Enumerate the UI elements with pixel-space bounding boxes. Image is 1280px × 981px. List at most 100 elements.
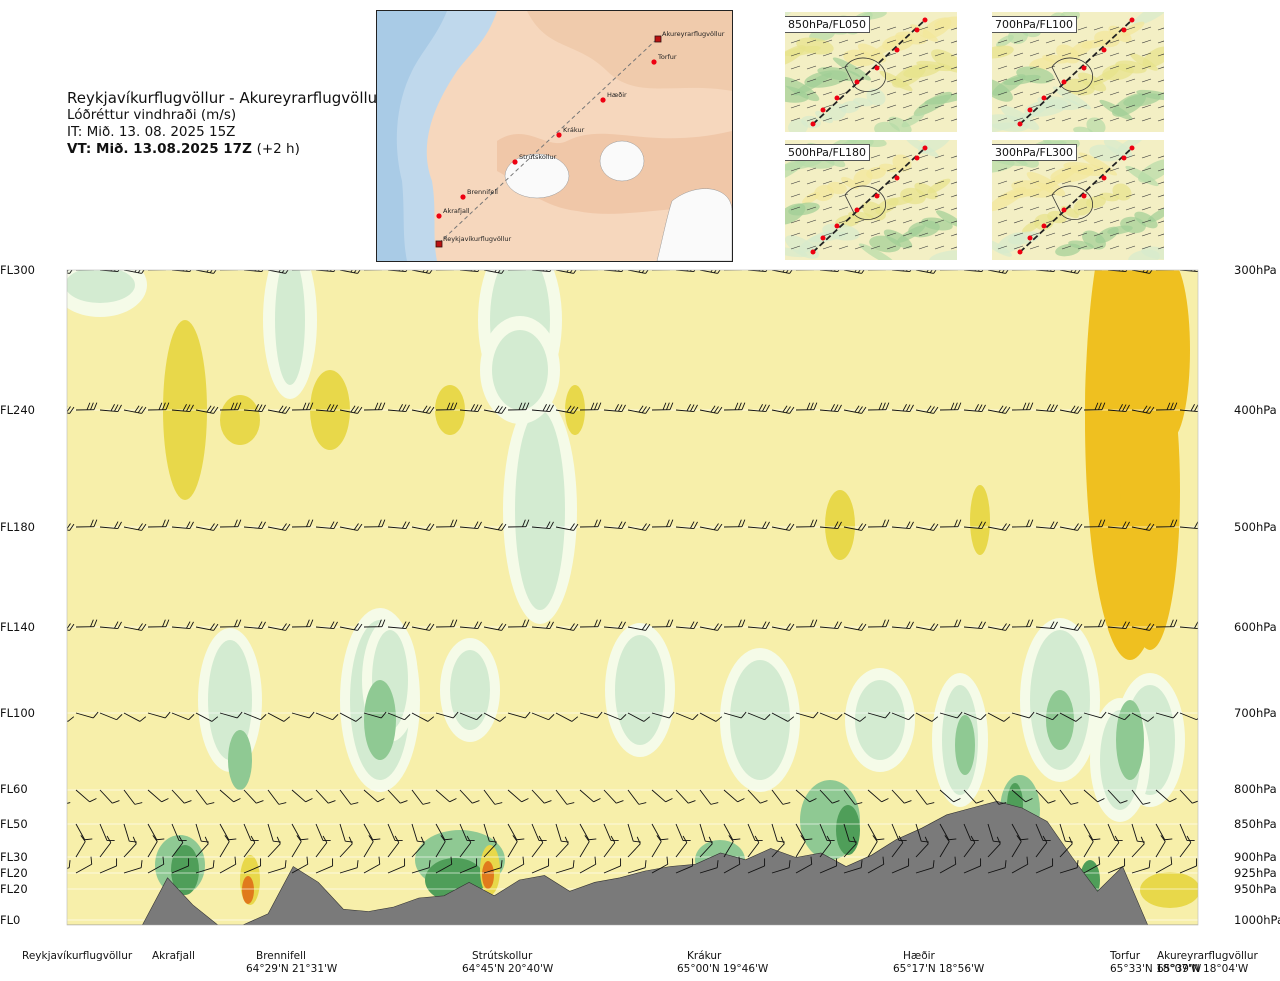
wind-barb <box>555 405 579 414</box>
wind-barb <box>963 712 987 721</box>
wind-barb <box>1035 823 1051 842</box>
y-axis-fl-label: FL240 <box>0 403 35 417</box>
wind-barb <box>603 789 624 804</box>
wind-barb <box>267 789 287 805</box>
cross-section-chart <box>66 269 1199 926</box>
wind-barb <box>459 621 482 630</box>
wind-barb <box>699 405 723 414</box>
wind-barb <box>939 856 957 874</box>
wind-barb <box>1011 789 1033 803</box>
wind-barb <box>939 823 957 841</box>
wind-barbs <box>67 270 1198 874</box>
wind-barb <box>1083 856 1101 874</box>
wind-barb <box>507 835 518 858</box>
wind-barb <box>1179 858 1198 874</box>
wind-barb <box>867 519 890 528</box>
wind-barb <box>171 712 195 721</box>
wind-barb <box>171 858 190 874</box>
wind-barb <box>699 789 719 805</box>
wind-barb <box>1107 858 1126 874</box>
wind-barb <box>1035 270 1058 273</box>
wind-barb <box>1011 835 1022 858</box>
wind-barb <box>219 619 242 628</box>
wind-barb <box>387 835 400 858</box>
wind-barb <box>99 789 120 804</box>
wind-barb <box>195 523 219 531</box>
wind-barb <box>771 523 795 531</box>
wind-barb <box>963 823 979 842</box>
map-waypoint-marker <box>556 132 562 138</box>
wind-barb <box>795 835 806 858</box>
y-axis-pressure-label: 400hPa <box>1234 403 1277 417</box>
wind-barb <box>315 835 328 858</box>
wind-barb <box>315 521 338 530</box>
wind-barb <box>867 823 885 841</box>
wind-barb <box>627 712 651 722</box>
wind-barb <box>363 856 381 874</box>
wind-barb <box>411 405 435 414</box>
wind-barb <box>1131 623 1155 631</box>
wind-barb <box>291 856 309 874</box>
wind-barb <box>195 712 219 722</box>
wind-barb <box>75 856 93 874</box>
wind-barb <box>939 519 962 528</box>
wind-barb <box>291 711 315 719</box>
wind-barb <box>1155 402 1178 411</box>
wind-barb <box>963 270 986 273</box>
wind-barb <box>795 789 817 803</box>
wind-barb <box>1179 270 1198 273</box>
map-waypoint-label: Reykjavíkurflugvöllur <box>443 235 512 243</box>
y-axis-fl-label: FL300 <box>0 263 35 277</box>
wind-barb <box>579 856 597 874</box>
wind-barb <box>987 860 1007 874</box>
wind-barb <box>387 621 410 630</box>
map-waypoint-label: Brennifell <box>467 188 498 196</box>
wind-barb <box>771 623 795 631</box>
wind-barb <box>579 835 590 858</box>
wind-barb <box>795 270 815 271</box>
wind-barb <box>579 270 599 271</box>
wind-barb <box>75 823 93 841</box>
wind-barb <box>339 860 359 874</box>
wind-barb <box>987 405 1011 414</box>
wind-barb <box>171 621 194 630</box>
wind-barb <box>1131 712 1155 722</box>
wind-barb <box>75 711 99 719</box>
wind-barb <box>1083 619 1106 628</box>
wind-barb <box>579 519 602 528</box>
panel-300hpa-label: 300hPa/FL300 <box>992 144 1078 161</box>
wind-barb <box>1035 521 1058 530</box>
y-axis-pressure-label: 500hPa <box>1234 520 1277 534</box>
wind-barb <box>1107 270 1130 273</box>
wind-barb <box>75 519 98 528</box>
wind-barb <box>747 404 770 413</box>
wind-barb <box>795 519 818 528</box>
wind-barb <box>99 835 112 858</box>
issue-time: IT: Mið. 13. 08. 2025 15Z <box>67 124 236 140</box>
wind-barb <box>651 856 669 874</box>
wind-barb <box>291 835 302 858</box>
wind-barb <box>507 619 530 628</box>
wind-barb <box>363 711 387 719</box>
wind-barb <box>603 835 616 858</box>
wind-barb <box>171 521 194 530</box>
wind-barb <box>531 835 544 858</box>
wind-barb <box>555 860 575 874</box>
y-axis-pressure-label: 925hPa <box>1234 866 1277 880</box>
wind-barb <box>435 789 457 803</box>
panel-500hpa: 500hPa/FL180 <box>785 140 957 260</box>
wind-barb <box>435 711 459 719</box>
wind-barb <box>459 835 472 858</box>
wind-barb <box>771 789 791 805</box>
wind-barb <box>795 402 818 411</box>
wind-barb <box>867 835 878 858</box>
wind-barb <box>1011 619 1034 628</box>
panel-850hpa-label: 850hPa/FL050 <box>785 16 871 33</box>
wind-barb <box>267 712 291 722</box>
wind-barb <box>483 712 507 722</box>
wind-barb <box>1107 835 1120 858</box>
wind-barb <box>291 402 314 411</box>
wind-barb <box>67 405 75 414</box>
wind-barb <box>915 623 939 631</box>
wind-barb <box>243 858 262 874</box>
